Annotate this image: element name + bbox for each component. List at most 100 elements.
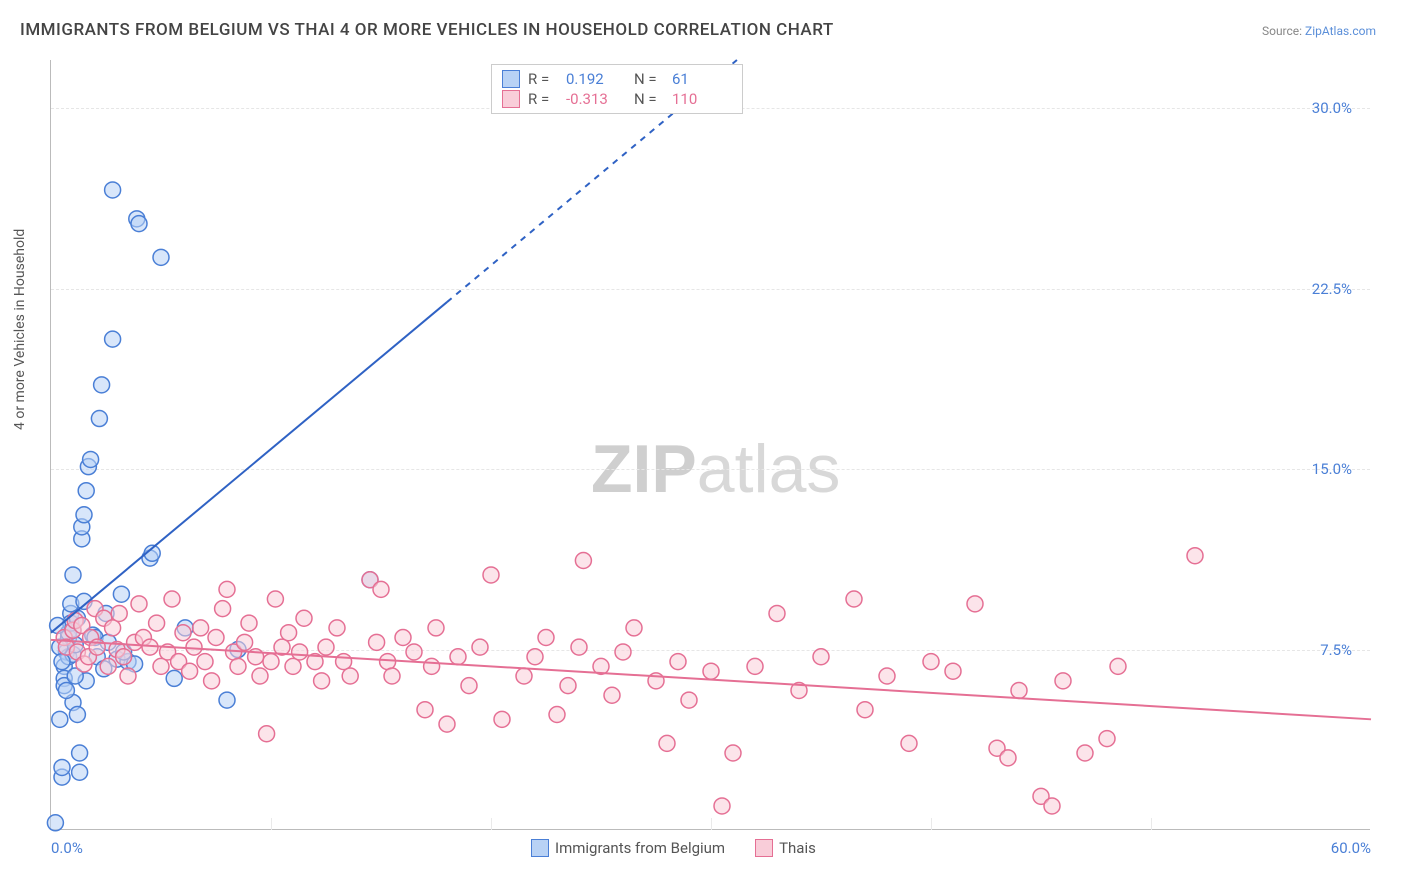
scatter-point	[100, 658, 116, 674]
stat-n-label: N =	[634, 70, 664, 88]
scatter-point	[560, 678, 576, 694]
scatter-point	[296, 610, 312, 626]
scatter-point	[681, 692, 697, 708]
chart-svg	[51, 60, 1370, 829]
scatter-point	[1187, 548, 1203, 564]
scatter-point	[292, 644, 308, 660]
scatter-point	[91, 411, 107, 427]
scatter-point	[111, 605, 127, 621]
scatter-point	[538, 630, 554, 646]
scatter-point	[182, 663, 198, 679]
scatter-point	[54, 654, 70, 670]
scatter-point	[285, 658, 301, 674]
scatter-point	[472, 639, 488, 655]
scatter-point	[901, 735, 917, 751]
scatter-point	[571, 639, 587, 655]
y-axis-label: 4 or more Vehicles in Household	[12, 229, 28, 430]
scatter-point	[263, 654, 279, 670]
scatter-point	[384, 668, 400, 684]
scatter-point	[318, 639, 334, 655]
stats-row-pink: R = -0.313 N = 110	[502, 89, 732, 109]
y-tick-label: 30.0%	[1312, 99, 1352, 117]
scatter-point	[857, 702, 873, 718]
stat-r-label: R =	[528, 70, 558, 88]
chart-title: IMMIGRANTS FROM BELGIUM VS THAI 4 OR MOR…	[20, 20, 834, 40]
x-tick-label: 60.0%	[1331, 839, 1371, 857]
scatter-point	[424, 658, 440, 674]
scatter-point	[153, 658, 169, 674]
scatter-point	[575, 553, 591, 569]
scatter-point	[267, 591, 283, 607]
scatter-point	[967, 596, 983, 612]
scatter-point	[105, 620, 121, 636]
scatter-point	[116, 649, 132, 665]
scatter-point	[78, 483, 94, 499]
stat-n-pink: 110	[672, 90, 732, 108]
swatch-pink-icon	[502, 90, 520, 108]
scatter-point	[197, 654, 213, 670]
scatter-point	[725, 745, 741, 761]
scatter-point	[83, 451, 99, 467]
scatter-point	[186, 639, 202, 655]
scatter-point	[395, 630, 411, 646]
scatter-point	[54, 759, 70, 775]
scatter-point	[241, 615, 257, 631]
legend-swatch-blue-icon	[531, 839, 549, 857]
scatter-point	[879, 668, 895, 684]
scatter-point	[105, 182, 121, 198]
legend-item-pink: Thais	[755, 839, 816, 857]
scatter-point	[52, 711, 68, 727]
scatter-point	[336, 654, 352, 670]
scatter-point	[406, 644, 422, 660]
stat-n-blue: 61	[672, 70, 732, 88]
scatter-point	[131, 596, 147, 612]
scatter-point	[527, 649, 543, 665]
scatter-point	[461, 678, 477, 694]
scatter-point	[252, 668, 268, 684]
scatter-point	[72, 764, 88, 780]
scatter-point	[204, 673, 220, 689]
scatter-point	[714, 798, 730, 814]
legend-label-pink: Thais	[779, 839, 816, 857]
scatter-point	[615, 644, 631, 660]
scatter-point	[259, 726, 275, 742]
scatter-point	[439, 716, 455, 732]
scatter-point	[769, 605, 785, 621]
stat-r-blue: 0.192	[566, 70, 626, 88]
scatter-point	[369, 634, 385, 650]
scatter-point	[670, 654, 686, 670]
legend-label-blue: Immigrants from Belgium	[555, 839, 725, 857]
scatter-point	[58, 682, 74, 698]
scatter-point	[703, 663, 719, 679]
scatter-point	[329, 620, 345, 636]
scatter-point	[1000, 750, 1016, 766]
scatter-point	[1077, 745, 1093, 761]
scatter-point	[659, 735, 675, 751]
scatter-point	[65, 567, 81, 583]
scatter-point	[72, 745, 88, 761]
scatter-point	[281, 625, 297, 641]
scatter-point	[450, 649, 466, 665]
scatter-point	[76, 507, 92, 523]
scatter-point	[428, 620, 444, 636]
trend-line	[51, 640, 1371, 719]
scatter-point	[175, 625, 191, 641]
source-anchor[interactable]: ZipAtlas.com	[1305, 24, 1376, 38]
scatter-point	[945, 663, 961, 679]
scatter-point	[1011, 682, 1027, 698]
scatter-point	[120, 668, 136, 684]
scatter-point	[342, 668, 358, 684]
scatter-point	[219, 692, 235, 708]
stat-n-label2: N =	[634, 90, 664, 108]
scatter-point	[549, 707, 565, 723]
y-tick-label: 15.0%	[1312, 460, 1352, 478]
scatter-point	[494, 711, 510, 727]
scatter-point	[166, 670, 182, 686]
scatter-point	[219, 581, 235, 597]
stats-box: R = 0.192 N = 61 R = -0.313 N = 110	[491, 64, 743, 114]
scatter-point	[94, 377, 110, 393]
scatter-point	[813, 649, 829, 665]
legend-swatch-pink-icon	[755, 839, 773, 857]
stats-row-blue: R = 0.192 N = 61	[502, 69, 732, 89]
scatter-point	[1099, 731, 1115, 747]
